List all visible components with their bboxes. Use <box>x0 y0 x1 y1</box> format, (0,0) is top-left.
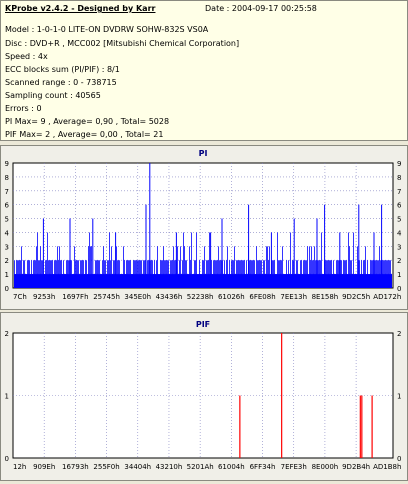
info-sampling: Sampling count : 40565 <box>5 91 101 100</box>
pi-chart: PI 0 0 1 1 2 2 3 3 4 4 5 5 6 6 7 7 8 8 9 9 7Ch 9253h 1697Fh 2574… <box>5 149 402 301</box>
info-speed: Speed : 4x <box>5 52 48 61</box>
y-tick-label-right: 9 <box>397 160 401 168</box>
pif-chart-panel: PIF 0 0 1 1 2 2 12h 909Eh 16793h 255F0h 34404h 43210… <box>0 312 408 481</box>
y-tick-label-left: 9 <box>5 160 9 168</box>
x-tick-label: 5201Ah <box>187 463 214 471</box>
x-tick-label: 61004h <box>218 463 245 471</box>
y-tick-label-right: 6 <box>397 202 402 210</box>
y-tick-label-left: 0 <box>5 455 9 463</box>
x-tick-label: 345E0h <box>124 293 151 301</box>
info-model: Model : 1-0-1-0 LITE-ON DVDRW SOHW-832S … <box>5 25 209 34</box>
x-tick-label: 43210h <box>156 463 183 471</box>
y-tick-label-right: 3 <box>397 243 401 251</box>
x-tick-label: 7Ch <box>13 293 27 301</box>
pi-chart-panel: PI 0 0 1 1 2 2 3 3 4 4 5 5 6 6 7 7 8 8 9 9 7Ch 9253h 1697Fh 2574… <box>0 145 408 310</box>
y-tick-label-right: 0 <box>397 455 401 463</box>
y-tick-label-left: 2 <box>5 330 9 338</box>
info-range: Scanned range : 0 - 738715 <box>5 78 117 87</box>
y-tick-label-left: 4 <box>5 229 10 237</box>
pif-chart: PIF 0 0 1 1 2 2 12h 909Eh 16793h 255F0h 34404h 43210… <box>5 320 402 471</box>
scan-date: Date : 2004-09-17 00:25:58 <box>205 4 317 13</box>
x-tick-label: 61026h <box>218 293 245 301</box>
y-tick-label-left: 1 <box>5 271 9 279</box>
x-tick-label: 6FF34h <box>250 463 276 471</box>
x-tick-label: 8E158h <box>312 293 339 301</box>
y-tick-label-left: 7 <box>5 188 9 196</box>
info-disc: Disc : DVD+R , MCC002 [Mitsubishi Chemic… <box>5 39 240 48</box>
y-tick-label-right: 0 <box>397 285 401 293</box>
x-tick-label: 7EFE3h <box>281 463 307 471</box>
y-tick-label-left: 3 <box>5 243 9 251</box>
x-tick-label: 9253h <box>33 293 55 301</box>
disc-info-panel: KProbe v2.4.2 - Designed by Karr Date : … <box>0 0 408 141</box>
x-tick-label: 9D2B4h <box>342 463 370 471</box>
x-tick-label: 1697Fh <box>62 293 88 301</box>
y-tick-label-right: 2 <box>397 257 401 265</box>
y-tick-label-left: 5 <box>5 216 9 224</box>
y-tick-label-left: 8 <box>5 174 9 182</box>
x-tick-label: 255F0h <box>93 463 119 471</box>
x-tick-label: 7EE13h <box>280 293 307 301</box>
x-tick-label: 12h <box>13 463 26 471</box>
x-tick-label: 16793h <box>62 463 89 471</box>
app-title: KProbe v2.4.2 - Designed by Karr <box>5 4 156 13</box>
info-ecc-sum: ECC blocks sum (PI/PIF) : 8/1 <box>5 65 120 74</box>
x-tick-label: AD1B8h <box>373 463 401 471</box>
info-pi-stats: PI Max= 9 , Average= 0,90 , Total= 5028 <box>5 117 170 126</box>
x-tick-label: 52238h <box>187 293 214 301</box>
x-tick-label: 43436h <box>156 293 183 301</box>
info-pif-stats: PIF Max= 2 , Average= 0,00 , Total= 21 <box>5 130 164 139</box>
x-tick-label: 34404h <box>124 463 151 471</box>
x-tick-label: 6FE08h <box>249 293 275 301</box>
y-tick-label-right: 1 <box>397 393 401 401</box>
y-tick-label-right: 7 <box>397 188 401 196</box>
y-tick-label-left: 6 <box>5 202 10 210</box>
x-tick-label: AD172h <box>373 293 401 301</box>
y-tick-label-right: 8 <box>397 174 401 182</box>
x-tick-label: 25745h <box>93 293 120 301</box>
x-tick-label: 8E000h <box>312 463 339 471</box>
x-tick-label: 909Eh <box>33 463 55 471</box>
x-tick-label: 9D2C5h <box>342 293 370 301</box>
chart-title: PI <box>199 149 208 158</box>
y-tick-label-right: 4 <box>397 229 402 237</box>
y-tick-label-left: 0 <box>5 285 9 293</box>
y-tick-label-right: 5 <box>397 216 401 224</box>
y-tick-label-left: 2 <box>5 257 9 265</box>
y-tick-label-left: 1 <box>5 393 9 401</box>
chart-title: PIF <box>196 320 210 329</box>
y-tick-label-right: 2 <box>397 330 401 338</box>
info-errors: Errors : 0 <box>5 104 42 113</box>
y-tick-label-right: 1 <box>397 271 401 279</box>
